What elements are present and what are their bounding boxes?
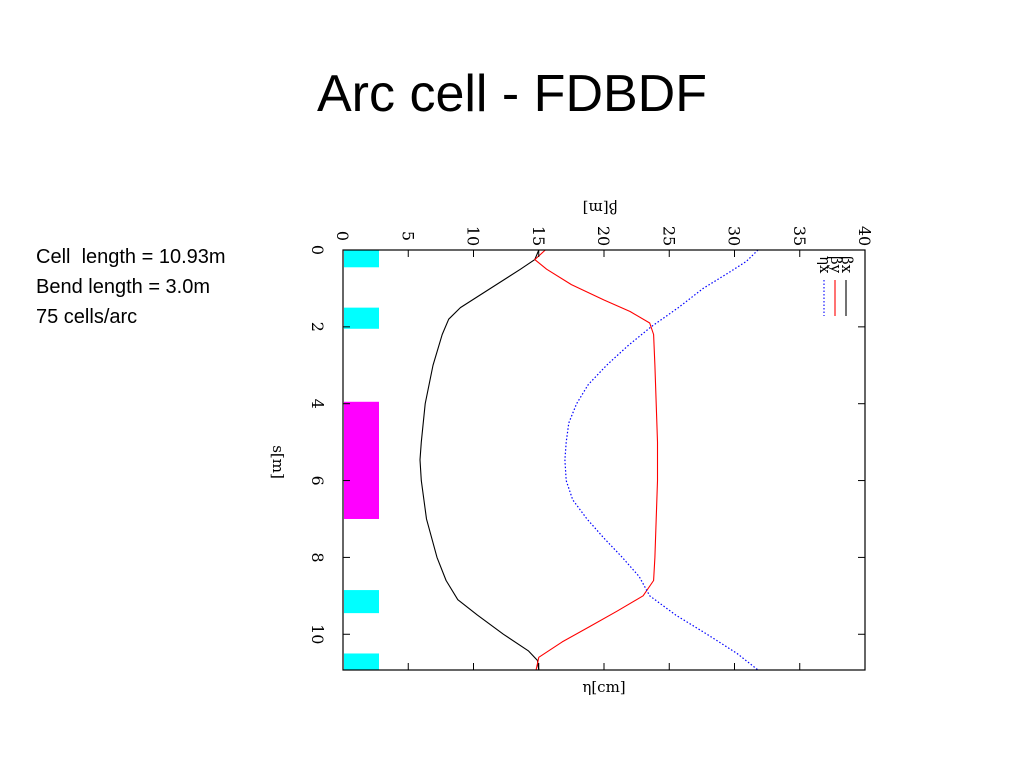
s-tick-label: 8 bbox=[308, 552, 327, 562]
beta-axis-label: β[m] bbox=[583, 199, 618, 217]
cells-per-arc-text: 75 cells/arc bbox=[36, 306, 138, 328]
dipole-magnet bbox=[344, 401, 379, 519]
beta-tick-label: 20 bbox=[594, 226, 613, 246]
beta-tick-label: 10 bbox=[464, 226, 483, 246]
magnet-layout bbox=[344, 250, 379, 670]
series-line-0 bbox=[419, 249, 540, 671]
beta-tick-label: 15 bbox=[529, 226, 548, 246]
series-line-1 bbox=[534, 249, 659, 671]
bend-length-text: Bend length = 3.0m bbox=[36, 276, 211, 298]
quadrupole-magnet bbox=[344, 250, 379, 268]
quadrupole-magnet bbox=[344, 590, 379, 614]
s-tick-label: 0 bbox=[308, 245, 327, 255]
axis-layer: 0 5 10 15 20 25 30 35 40 0 2 4 6 8 10 bbox=[308, 226, 874, 671]
s-tick-label: 2 bbox=[308, 322, 327, 332]
slide-title: Arc cell - FDBDF bbox=[317, 65, 707, 123]
beta-tick-label: 25 bbox=[659, 226, 678, 246]
beta-tick-label: 40 bbox=[855, 226, 874, 246]
beta-tick-label: 5 bbox=[398, 231, 417, 241]
plot-frame bbox=[342, 249, 866, 671]
s-axis-label: s[m] bbox=[269, 445, 287, 479]
eta-axis-label: η[cm] bbox=[582, 678, 625, 696]
s-tick-label: 10 bbox=[308, 624, 327, 644]
quadrupole-magnet bbox=[344, 653, 379, 670]
legend-label-0: βx bbox=[838, 256, 856, 274]
beta-tick-label: 0 bbox=[333, 231, 352, 241]
cell-parameters: Cell length = 10.93m Bend length = 3.0m … bbox=[36, 242, 226, 332]
s-tick-label: 4 bbox=[308, 399, 327, 409]
series-line-2 bbox=[564, 249, 759, 671]
beta-tick-label: 30 bbox=[725, 226, 744, 246]
cell-length-text: Cell length = 10.93m bbox=[36, 246, 226, 268]
quadrupole-magnet bbox=[344, 307, 379, 329]
s-tick-label: 6 bbox=[308, 475, 327, 485]
curve-layer bbox=[419, 249, 759, 671]
beta-tick-label: 35 bbox=[790, 226, 809, 246]
legend-label-1: βy bbox=[827, 256, 845, 274]
legend-label-2: ηx bbox=[816, 256, 834, 274]
